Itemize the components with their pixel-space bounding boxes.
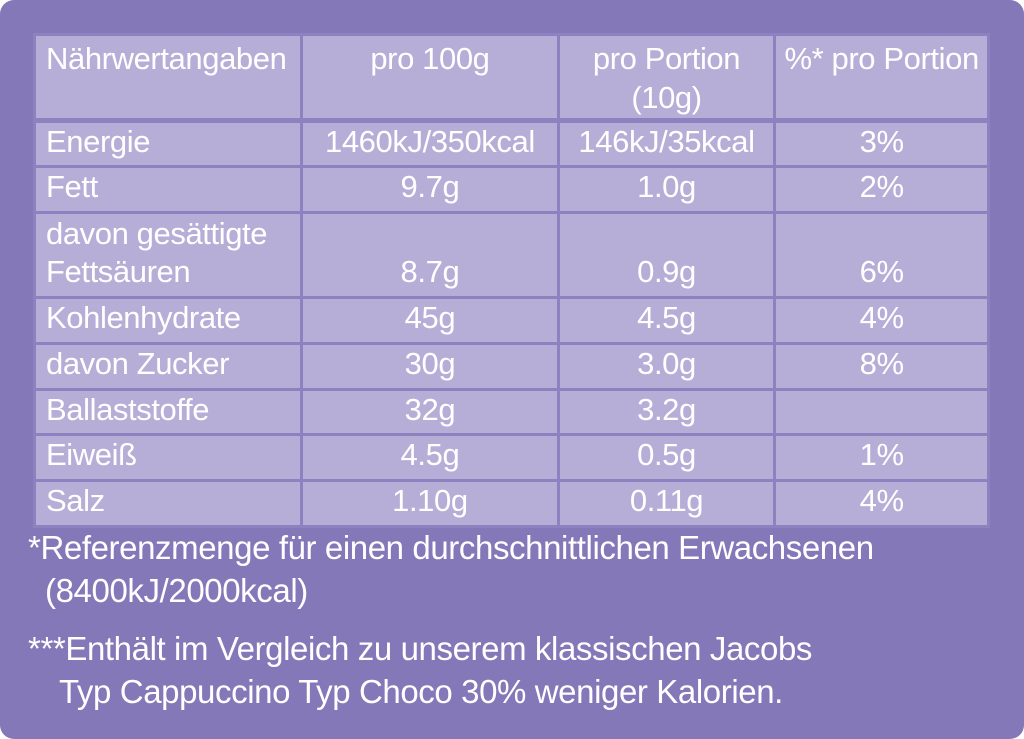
footnote-line: Typ Cappuccino Typ Choco 30% weniger Kal… xyxy=(59,672,783,710)
value-per-portion: 146kJ/35kcal xyxy=(556,118,777,169)
value-per-100g: 32g xyxy=(300,387,560,437)
table-row-kohlenhydrate: Kohlenhydrate 45g 4.5g 4% xyxy=(32,296,990,345)
nutrient-name: davon gesättigte Fettsäuren xyxy=(32,211,304,299)
column-header-sublabel: (10g) xyxy=(631,79,702,115)
footnote-line: ***Enthält im Vergleich zu unserem klass… xyxy=(28,629,813,667)
footnote-calorie-comparison: ***Enthält im Vergleich zu unserem klass… xyxy=(28,628,998,714)
footnotes: *Referenzmenge für einen durchschnittlic… xyxy=(28,527,998,729)
value-pct-portion: 4% xyxy=(773,296,990,345)
column-header-label: Nährwertangaben xyxy=(46,41,287,76)
value-pct-portion: 1% xyxy=(773,433,990,482)
nutrient-name: Energie xyxy=(32,118,304,169)
value-per-portion: 3.0g xyxy=(556,341,777,391)
table-row-salz: Salz 1.10g 0.11g 4% xyxy=(32,479,990,528)
value-pct-portion: 6% xyxy=(773,211,990,299)
value-per-100g: 4.5g xyxy=(300,433,560,482)
value-per-portion: 0.9g xyxy=(556,211,777,299)
table-row-fett: Fett 9.7g 1.0g 2% xyxy=(32,165,990,214)
table-row-energie: Energie 1460kJ/350kcal 146kJ/35kcal 3% xyxy=(32,118,990,169)
table-row-gesaettigte-fettsaeuren: davon gesättigte Fettsäuren 8.7g 0.9g 6% xyxy=(32,211,990,299)
table-row-zucker: davon Zucker 30g 3.0g 8% xyxy=(32,341,990,391)
table-row-eiweiss: Eiweiß 4.5g 0.5g 1% xyxy=(32,433,990,482)
column-header-label: pro 100g xyxy=(370,41,490,76)
value-per-100g: 30g xyxy=(300,341,560,391)
table-row-ballaststoffe: Ballaststoffe 32g 3.2g xyxy=(32,387,990,437)
value-per-100g: 8.7g xyxy=(300,211,560,299)
footnote-reference-amount: *Referenzmenge für einen durchschnittlic… xyxy=(28,527,998,613)
nutrient-name: Eiweiß xyxy=(32,433,304,482)
column-header-label: pro Portion xyxy=(592,41,741,76)
value-per-100g: 45g xyxy=(300,296,560,345)
value-pct-portion: 2% xyxy=(773,165,990,214)
nutrient-name: Fett xyxy=(32,165,304,214)
column-header-pct-per-portion: %* pro Portion xyxy=(773,33,990,123)
column-header-nutrient: Nährwertangaben xyxy=(32,33,304,123)
value-per-portion: 0.11g xyxy=(556,479,777,528)
value-pct-portion xyxy=(773,387,990,437)
nutrient-name: Salz xyxy=(32,479,304,528)
column-header-per-portion: pro Portion (10g) xyxy=(556,33,777,123)
footnote-line: (8400kJ/2000kcal) xyxy=(45,571,308,609)
value-per-portion: 3.2g xyxy=(556,387,777,437)
value-per-portion: 0.5g xyxy=(556,433,777,482)
value-pct-portion: 4% xyxy=(773,479,990,528)
nutrient-name: Kohlenhydrate xyxy=(32,296,304,345)
nutrient-name: Ballaststoffe xyxy=(32,387,304,437)
nutrient-name: davon Zucker xyxy=(32,341,304,391)
value-pct-portion: 8% xyxy=(773,341,990,391)
table-header-row: Nährwertangaben pro 100g pro Portion (10… xyxy=(32,33,990,123)
value-per-portion: 4.5g xyxy=(556,296,777,345)
nutrition-table: Nährwertangaben pro 100g pro Portion (10… xyxy=(32,33,990,528)
value-per-100g: 9.7g xyxy=(300,165,560,214)
value-pct-portion: 3% xyxy=(773,118,990,169)
column-header-per-100g: pro 100g xyxy=(300,33,560,123)
value-per-portion: 1.0g xyxy=(556,165,777,214)
footnote-line: *Referenzmenge für einen durchschnittlic… xyxy=(28,529,874,566)
value-per-100g: 1.10g xyxy=(300,479,560,528)
column-header-label: %* pro Portion xyxy=(784,41,980,76)
value-per-100g: 1460kJ/350kcal xyxy=(300,118,560,169)
